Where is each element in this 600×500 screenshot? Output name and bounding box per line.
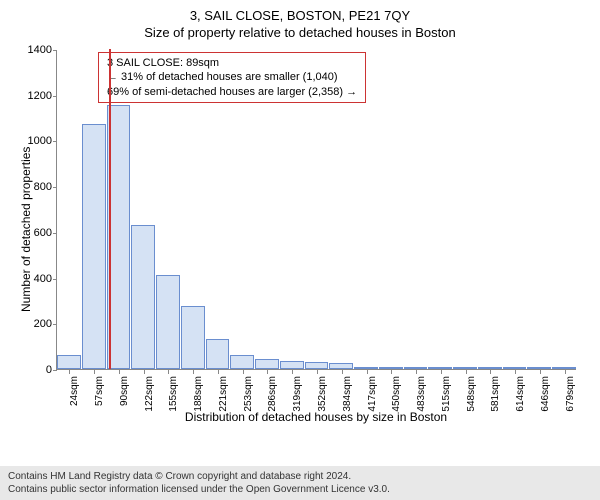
x-tick-mark <box>391 370 392 374</box>
histogram-bar <box>404 367 428 369</box>
histogram-bar <box>230 355 254 369</box>
y-tick-mark <box>53 96 57 97</box>
histogram-bar <box>329 363 353 369</box>
x-tick-mark <box>416 370 417 374</box>
x-tick-mark <box>490 370 491 374</box>
x-tick-mark <box>466 370 467 374</box>
page-subtitle: Size of property relative to detached ho… <box>0 23 600 40</box>
y-tick-label: 1200 <box>18 90 52 102</box>
x-axis-label: Distribution of detached houses by size … <box>56 410 576 424</box>
histogram-bar <box>453 367 477 369</box>
x-tick-mark <box>441 370 442 374</box>
histogram-bar <box>379 367 403 369</box>
x-tick-mark <box>342 370 343 374</box>
histogram-bar <box>503 367 527 369</box>
histogram-bar <box>280 361 304 369</box>
histogram-bar <box>527 367 551 369</box>
x-tick-mark <box>367 370 368 374</box>
histogram-bar <box>131 225 155 369</box>
histogram-bar <box>305 362 329 369</box>
x-tick-mark <box>243 370 244 374</box>
y-axis-label: Number of detached properties <box>19 112 33 312</box>
histogram-bar <box>156 275 180 369</box>
histogram-bar <box>82 124 106 369</box>
y-tick-mark <box>53 141 57 142</box>
histogram-bar <box>428 367 452 369</box>
x-tick-mark <box>267 370 268 374</box>
x-tick-mark <box>168 370 169 374</box>
y-tick-mark <box>53 324 57 325</box>
x-tick-mark <box>317 370 318 374</box>
y-tick-mark <box>53 370 57 371</box>
y-tick-label: 1400 <box>18 44 52 56</box>
x-tick-mark <box>193 370 194 374</box>
x-tick-mark <box>565 370 566 374</box>
page-title: 3, SAIL CLOSE, BOSTON, PE21 7QY <box>0 0 600 23</box>
y-tick-mark <box>53 50 57 51</box>
y-tick-mark <box>53 279 57 280</box>
histogram-bar <box>478 367 502 369</box>
histogram-bar <box>57 355 81 369</box>
chart-area: 020040060080010001200140024sqm57sqm90sqm… <box>56 50 576 410</box>
x-tick-mark <box>292 370 293 374</box>
histogram-bar <box>255 359 279 369</box>
x-tick-mark <box>515 370 516 374</box>
histogram-plot: 020040060080010001200140024sqm57sqm90sqm… <box>56 50 576 370</box>
footer: Contains HM Land Registry data © Crown c… <box>0 466 600 500</box>
footer-line-1: Contains HM Land Registry data © Crown c… <box>8 470 592 483</box>
footer-line-2: Contains public sector information licen… <box>8 483 592 496</box>
x-tick-mark <box>69 370 70 374</box>
property-marker-line <box>109 49 111 369</box>
y-tick-mark <box>53 233 57 234</box>
x-tick-mark <box>218 370 219 374</box>
x-tick-mark <box>119 370 120 374</box>
y-tick-label: 200 <box>18 318 52 330</box>
y-tick-label: 0 <box>18 364 52 376</box>
x-tick-mark <box>144 370 145 374</box>
histogram-bar <box>552 367 576 369</box>
x-tick-mark <box>540 370 541 374</box>
histogram-bar <box>181 306 205 369</box>
y-tick-mark <box>53 187 57 188</box>
histogram-bar <box>206 339 230 369</box>
x-tick-mark <box>94 370 95 374</box>
histogram-bar <box>354 367 378 369</box>
